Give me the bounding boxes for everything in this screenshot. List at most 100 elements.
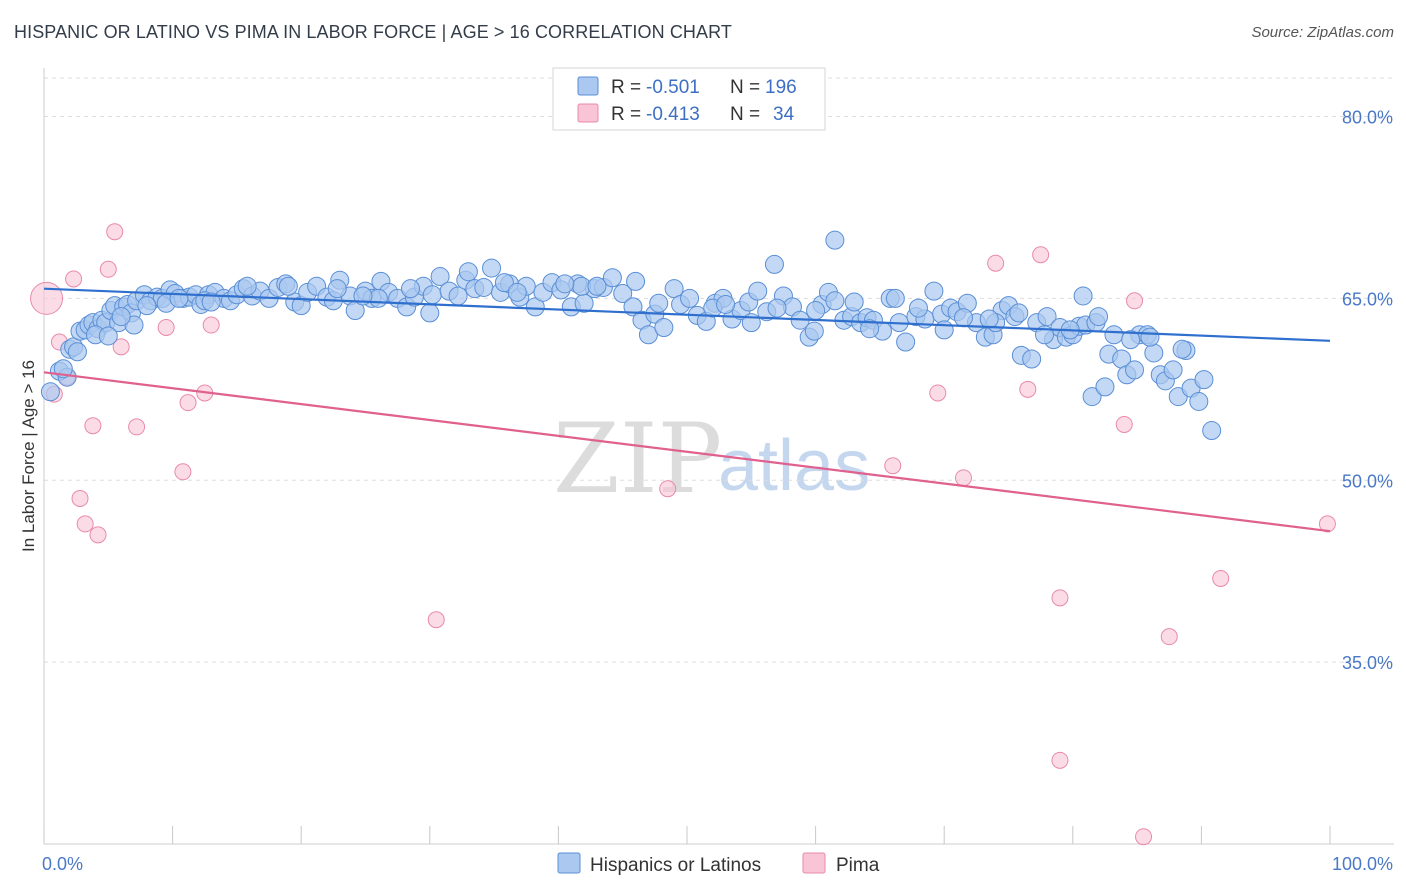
hispanic-point-199 (67, 342, 87, 362)
hispanic-point-129 (1022, 349, 1042, 369)
hispanic-point-69 (525, 297, 545, 317)
hispanic-point-0 (40, 382, 60, 402)
legend-swatch-hispanic (577, 76, 599, 96)
pima-point-5 (71, 489, 89, 507)
pima-point-22 (954, 469, 972, 487)
hispanic-point-166 (934, 320, 954, 340)
hispanic-trend-line (43, 287, 1331, 342)
hispanic-point-148 (1144, 343, 1164, 363)
hispanic-point-189 (908, 298, 928, 318)
hispanic-point-188 (885, 288, 905, 308)
pima-point-10 (106, 223, 124, 241)
hispanic-point-87 (680, 288, 700, 308)
pima-point-32 (1212, 569, 1230, 587)
pima-point-17 (202, 316, 220, 334)
hispanic-point-174 (278, 276, 298, 296)
hispanic-point-64 (482, 258, 502, 278)
hispanic-point-204 (169, 288, 189, 308)
pima-point-31 (1160, 628, 1178, 646)
hispanic-point-159 (420, 303, 440, 323)
hispanic-point-191 (979, 309, 999, 329)
hispanic-point-63 (474, 277, 494, 297)
source-credit: Source: ZipAtlas.com (1251, 24, 1394, 41)
hispanic-point-203 (137, 296, 157, 316)
hispanic-point-201 (98, 326, 118, 346)
hispanic-point-58 (430, 267, 450, 287)
hispanic-point-202 (111, 307, 131, 327)
hispanic-point-187 (844, 292, 864, 312)
legend-box: R = -0.501 N = 196 R = -0.413 N = 34 (552, 67, 826, 131)
hispanic-point-164 (825, 230, 845, 250)
pima-point-0 (30, 281, 64, 315)
x-tick-label-max: 100.0% (1332, 854, 1393, 874)
hispanic-point-78 (602, 268, 622, 288)
y-tick-label-1: 50.0% (1342, 471, 1393, 491)
legend-r-label-pima: R = (611, 104, 641, 125)
pima-point-13 (157, 318, 175, 336)
y-tick-label-3: 80.0% (1342, 108, 1393, 128)
pima-point-14 (174, 463, 192, 481)
hispanic-point-181 (587, 276, 607, 296)
y-tick-label-2: 65.0% (1342, 289, 1393, 309)
pima-point-6 (76, 515, 94, 533)
hispanic-point-169 (1073, 286, 1093, 306)
pima-points (30, 223, 1336, 846)
bottom-legend-swatch-hispanic (557, 852, 581, 874)
hispanic-point-102 (804, 321, 824, 341)
pima-point-27 (1051, 751, 1069, 769)
bottom-legend-swatch-pima (802, 852, 826, 874)
legend-n-label-pima: N = (730, 104, 760, 125)
axes (43, 68, 1394, 845)
hispanic-point-186 (806, 301, 826, 320)
pima-point-25 (1032, 246, 1050, 264)
pima-point-11 (112, 338, 130, 356)
hispanic-point-177 (401, 279, 421, 299)
pima-point-19 (659, 480, 677, 498)
pima-point-23 (987, 254, 1005, 272)
bottom-legend-label-pima: Pima (836, 855, 880, 876)
hispanic-point-192 (1009, 303, 1029, 323)
hispanic-point-180 (555, 274, 575, 294)
hispanic-point-160 (494, 273, 514, 293)
legend-n-value-pima: 34 (773, 104, 795, 125)
pima-point-26 (1051, 589, 1069, 607)
pima-point-29 (1126, 292, 1144, 310)
legend-r-value-hispanic: -0.501 (646, 77, 700, 98)
hispanic-point-145 (1125, 360, 1145, 380)
legend-n-value-hispanic: 196 (765, 77, 797, 98)
pima-point-28 (1115, 415, 1133, 433)
pima-point-20 (884, 457, 902, 475)
hispanic-point-114 (896, 332, 916, 352)
pima-point-15 (179, 394, 197, 412)
hispanic-point-60 (448, 286, 468, 306)
chart-title: HISPANIC OR LATINO VS PIMA IN LABOR FORC… (14, 22, 732, 42)
hispanic-point-190 (953, 308, 973, 328)
hispanic-point-79 (613, 284, 633, 304)
pima-trend-line (43, 371, 1331, 533)
pima-point-4 (65, 270, 83, 288)
legend-r-value-pima: -0.413 (646, 104, 700, 125)
y-axis-label: In Labor Force | Age > 16 (19, 360, 38, 552)
pima-point-21 (929, 384, 947, 402)
pima-point-24 (1019, 380, 1037, 398)
watermark-zip: ZIP (553, 403, 722, 515)
trend-lines (43, 287, 1331, 533)
x-tick-label-min: 0.0% (42, 854, 83, 874)
hispanic-point-84 (654, 317, 674, 337)
hispanic-point-194 (1089, 307, 1109, 327)
hispanic-point-97 (764, 254, 784, 274)
y-tick-label-0: 35.0% (1342, 653, 1393, 673)
hispanic-point-131 (1037, 307, 1057, 327)
pima-point-18 (427, 611, 445, 629)
hispanic-point-140 (1095, 377, 1115, 397)
hispanic-point-197 (1172, 339, 1192, 359)
hispanic-point-142 (1104, 325, 1124, 345)
hispanic-point-182 (626, 271, 646, 291)
hispanic-point-95 (748, 281, 768, 301)
hispanic-point-178 (458, 262, 478, 282)
hispanic-point-138 (1082, 387, 1102, 407)
hispanic-point-117 (924, 281, 944, 301)
hispanic-point-173 (237, 276, 257, 296)
hispanic-point-185 (767, 298, 787, 318)
